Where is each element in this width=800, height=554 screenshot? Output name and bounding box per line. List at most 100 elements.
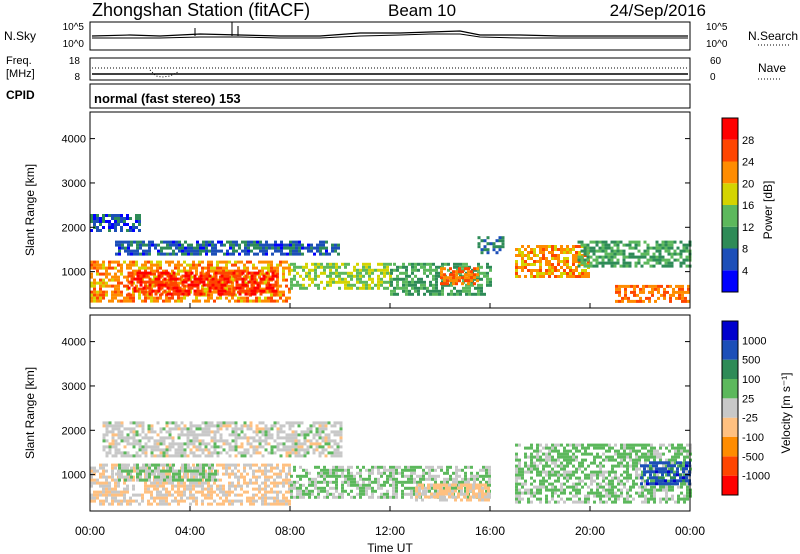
data-cell (147, 260, 150, 264)
data-cell (243, 478, 246, 482)
data-cell (117, 493, 120, 497)
data-cell (270, 424, 274, 428)
data-cell (679, 264, 683, 268)
data-cell (138, 424, 142, 428)
data-cell (279, 436, 283, 440)
data-cell (174, 427, 178, 431)
data-cell (644, 479, 647, 483)
data-cell (452, 480, 455, 484)
data-cell (542, 272, 545, 275)
data-cell (680, 491, 683, 495)
data-cell (211, 277, 215, 281)
data-cell (166, 475, 169, 479)
data-cell (276, 499, 279, 503)
data-cell (126, 217, 129, 220)
data-cell (417, 268, 420, 272)
data-cell (401, 489, 404, 493)
data-cell (207, 296, 210, 300)
data-cell (423, 286, 426, 290)
data-cell (598, 255, 602, 259)
data-cell (601, 249, 605, 253)
data-cell (617, 461, 620, 465)
data-cell (324, 427, 328, 431)
data-cell (267, 269, 270, 273)
data-cell (336, 433, 340, 437)
data-cell (178, 277, 182, 281)
data-cell (189, 427, 193, 431)
data-cell (548, 458, 551, 462)
data-cell (329, 265, 332, 269)
data-cell (521, 470, 524, 474)
data-cell (566, 497, 569, 501)
data-cell (613, 261, 617, 265)
data-cell (623, 500, 626, 504)
data-cell (300, 442, 304, 446)
data-cell (210, 502, 213, 506)
data-cell (536, 488, 539, 492)
noise-right-tick-bottom: 10^0 (706, 39, 728, 50)
data-cell (159, 472, 162, 476)
data-cell (626, 452, 629, 456)
data-cell (462, 289, 465, 293)
data-cell (252, 475, 255, 479)
data-cell (108, 487, 111, 491)
data-cell (102, 433, 106, 437)
data-cell (241, 289, 245, 293)
data-cell (160, 274, 164, 278)
data-cell (656, 488, 659, 492)
data-cell (279, 502, 282, 506)
data-cell (480, 271, 483, 275)
data-cell (247, 280, 251, 284)
data-cell (208, 283, 212, 287)
data-cell (316, 246, 319, 250)
data-cell (326, 483, 329, 487)
data-cell (644, 497, 647, 501)
data-cell (533, 275, 536, 278)
data-cell (162, 448, 166, 452)
data-cell (159, 496, 162, 500)
data-cell (151, 243, 154, 247)
data-cell (383, 480, 386, 484)
data-cell (302, 277, 305, 281)
data-cell (262, 289, 266, 293)
data-cell (359, 495, 362, 499)
data-cell (171, 296, 174, 300)
data-cell (642, 284, 645, 288)
data-cell (390, 271, 393, 275)
data-cell (315, 433, 319, 437)
data-cell (478, 492, 481, 496)
data-cell (671, 443, 674, 447)
data-cell (344, 474, 347, 478)
data-cell (408, 274, 411, 278)
data-cell (563, 257, 566, 260)
data-cell (435, 265, 438, 269)
data-cell (596, 452, 599, 456)
data-cell (415, 486, 418, 490)
data-cell (599, 500, 602, 504)
data-cell (184, 463, 187, 467)
data-cell (654, 284, 657, 288)
data-cell (243, 436, 247, 440)
data-cell (163, 271, 167, 275)
data-cell (231, 499, 234, 503)
data-cell (114, 451, 118, 455)
data-cell (542, 248, 545, 251)
data-cell (362, 280, 365, 284)
data-cell (478, 489, 481, 493)
data-cell (115, 472, 118, 476)
data-cell (293, 483, 296, 487)
data-cell (157, 466, 160, 470)
data-cell (599, 467, 602, 471)
data-cell (183, 442, 187, 446)
data-cell (93, 287, 96, 291)
power-data (90, 214, 692, 303)
data-cell (477, 274, 480, 278)
data-cell (271, 289, 275, 293)
data-cell (282, 493, 285, 497)
data-cell (353, 283, 356, 287)
data-cell (126, 451, 130, 455)
data-cell (165, 445, 169, 449)
data-cell (548, 476, 551, 480)
data-cell (234, 442, 238, 446)
data-cell (178, 475, 181, 479)
